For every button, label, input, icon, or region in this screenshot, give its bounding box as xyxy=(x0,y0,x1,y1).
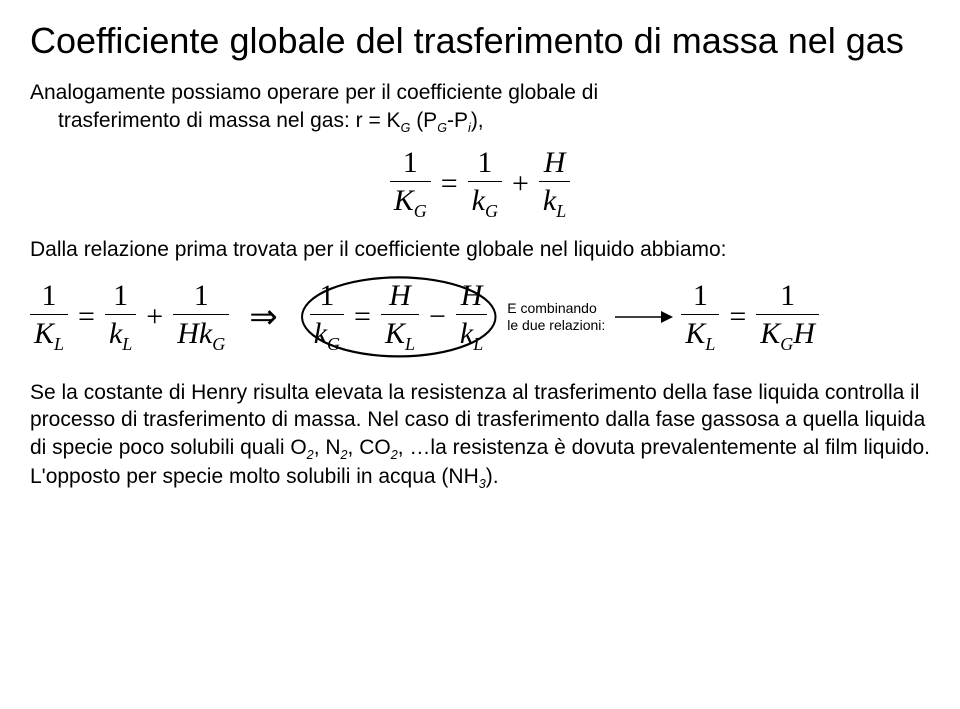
eq2-minus: − xyxy=(419,300,456,334)
note-l2: le due relazioni: xyxy=(507,317,605,333)
eq1-t2-den: kL xyxy=(539,184,570,222)
p1-line1: Analogamente possiamo operare per il coe… xyxy=(30,81,598,104)
eq2-eq1: = xyxy=(68,300,105,334)
paragraph-1: Analogamente possiamo operare per il coe… xyxy=(30,79,930,136)
p3-s2: 2 xyxy=(341,448,348,462)
eq2-implies: ⇒ xyxy=(237,297,290,337)
p3-e: ). xyxy=(486,465,499,488)
eq3-b: 1 KGH xyxy=(756,279,819,355)
p3-c: , CO xyxy=(348,436,391,459)
eq1-lhs: 1 KG xyxy=(390,146,431,222)
equation-1: 1 KG = 1 kG + H kL xyxy=(30,146,930,222)
equation-2-row: 1 KL = 1 kL + 1 HkG ⇒ 1 kG = H KL xyxy=(30,273,930,361)
p3-b: , N xyxy=(314,436,341,459)
eq1-t1-num: 1 xyxy=(473,146,496,179)
p1-line2: trasferimento di massa nel gas: r = K xyxy=(58,109,401,132)
page-title: Coefficiente globale del trasferimento d… xyxy=(30,20,930,61)
eq2-f: H kL xyxy=(456,279,487,355)
eq2-c: 1 HkG xyxy=(173,279,229,355)
eq1-plus: + xyxy=(502,167,539,201)
paragraph-3: Se la costante di Henry risulta elevata … xyxy=(30,379,930,493)
eq1-t2: H kL xyxy=(539,146,570,222)
eq1-lhs-den: KG xyxy=(390,184,431,222)
paragraph-2: Dalla relazione prima trovata per il coe… xyxy=(30,236,930,263)
eq2-b: 1 kL xyxy=(105,279,136,355)
p1-sub1: G xyxy=(401,121,411,135)
eq2-d: 1 kG xyxy=(310,279,344,355)
p1-end: ), xyxy=(471,109,484,132)
eq2-right: 1 kG = H KL − H kL xyxy=(310,279,488,355)
eq3-a: 1 KL xyxy=(681,279,719,355)
p1-mid: (P xyxy=(410,109,437,132)
eq2-eq2: = xyxy=(344,300,381,334)
eq2-ellipse-group: 1 kG = H KL − H kL xyxy=(298,273,500,361)
p1-sub2: G xyxy=(437,121,447,135)
combine-note: E combinando le due relazioni: xyxy=(507,300,605,334)
note-l1: E combinando xyxy=(507,300,597,316)
p3-s1: 2 xyxy=(307,448,314,462)
eq2-left: 1 KL = 1 kL + 1 HkG xyxy=(30,279,229,355)
arrow-right-icon xyxy=(613,305,673,329)
eq1-t2-num: H xyxy=(540,146,570,179)
eq1-lhs-num: 1 xyxy=(399,146,422,179)
eq2-a: 1 KL xyxy=(30,279,68,355)
eq1-t1-den: kG xyxy=(468,184,502,222)
eq3-eq: = xyxy=(719,300,756,334)
p3-s4: 3 xyxy=(479,477,486,491)
p1-mid2: -P xyxy=(447,109,468,132)
eq2-e: H KL xyxy=(381,279,419,355)
p1-line2-wrap: trasferimento di massa nel gas: r = KG (… xyxy=(58,109,484,132)
eq2-plus: + xyxy=(136,300,173,334)
equation-3: 1 KL = 1 KGH xyxy=(681,279,819,355)
eq1-t1: 1 kG xyxy=(468,146,502,222)
p3-s3: 2 xyxy=(391,448,398,462)
eq1-eq: = xyxy=(431,167,468,201)
